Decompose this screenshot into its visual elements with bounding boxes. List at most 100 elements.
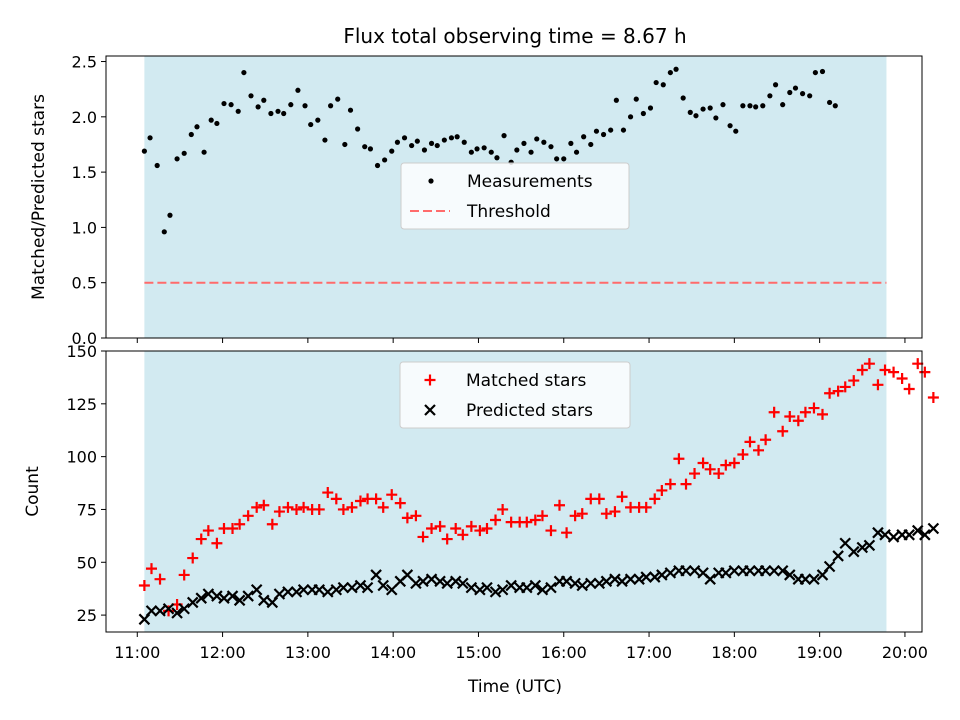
matched-star-point <box>490 514 502 526</box>
x-axis-label: Time (UTC) <box>467 677 562 697</box>
top-legend: Measurements Threshold <box>400 162 630 230</box>
predicted-star-point <box>273 588 286 600</box>
measurement-point <box>760 103 766 109</box>
bottom-y-tick-label: 150 <box>66 342 97 361</box>
predicted-star-point <box>361 581 374 594</box>
predicted-star-point <box>401 569 414 581</box>
matched-star-point <box>609 506 621 518</box>
predicted-star-point <box>584 577 597 590</box>
measurement-point <box>181 150 187 156</box>
matched-star-point <box>474 525 486 537</box>
measurement-point <box>221 100 227 107</box>
measurement-point <box>713 115 719 121</box>
matched-star-point <box>808 402 820 414</box>
measurement-point <box>342 141 348 148</box>
matched-star-point <box>426 522 438 534</box>
x-tick-label: 17:00 <box>626 643 672 662</box>
measurement-point <box>608 127 614 133</box>
matched-star-point <box>673 453 685 465</box>
matched-star-point <box>313 503 325 515</box>
top-y-tick-label: 1.5 <box>72 163 97 182</box>
predicted-star-point <box>290 586 303 598</box>
measurement-point <box>421 147 428 153</box>
x-tick-label: 14:00 <box>370 643 416 662</box>
predicted-star-point <box>346 581 358 594</box>
matched-star-point <box>799 406 811 418</box>
matched-star-point <box>394 497 406 509</box>
predicted-star-point <box>186 596 199 609</box>
matched-star-point <box>832 385 844 397</box>
measurement-point <box>733 128 739 134</box>
matched-star-point <box>234 518 246 530</box>
matched-star-point <box>346 501 358 513</box>
measurement-point <box>620 127 627 133</box>
matched-star-point <box>919 366 931 378</box>
predicted-star-point <box>823 560 836 573</box>
measurement-point <box>613 97 619 103</box>
matched-star-point <box>839 381 851 393</box>
legend-marker-predicted <box>424 404 436 416</box>
measurement-point <box>308 121 314 128</box>
predicted-star-point <box>839 537 852 550</box>
matched-star-point <box>856 364 868 376</box>
x-tick-label: 13:00 <box>285 643 331 662</box>
measurement-point <box>428 140 435 146</box>
x-tick-label: 18:00 <box>711 643 757 662</box>
measurement-point <box>581 134 587 140</box>
predicted-star-point <box>496 583 509 596</box>
chart-title: Flux total observing time = 8.67 h <box>343 24 686 48</box>
matched-star-point <box>824 387 836 399</box>
matched-star-point <box>649 493 661 505</box>
measurement-point <box>228 102 234 108</box>
predicted-star-point <box>145 605 158 617</box>
predicted-star-point <box>688 564 701 577</box>
predicted-star-point <box>218 592 230 604</box>
measurement-point <box>374 162 381 169</box>
measurement-point <box>328 103 334 109</box>
matched-star-point <box>553 499 565 511</box>
measurement-point <box>188 131 194 138</box>
matched-star-point <box>145 563 157 575</box>
measurement-point <box>409 142 415 149</box>
matched-star-point <box>600 508 612 520</box>
x-tick-label: 19:00 <box>797 643 843 662</box>
predicted-star-point <box>465 581 478 594</box>
measurement-point <box>832 103 838 109</box>
matched-star-point <box>680 478 692 490</box>
predicted-star-point <box>576 579 589 592</box>
predicted-star-point <box>417 575 429 588</box>
predicted-star-point <box>195 592 208 604</box>
measurement-point <box>315 117 321 123</box>
predicted-star-point <box>211 590 223 602</box>
predicted-star-point <box>330 583 343 596</box>
predicted-star-point <box>250 583 263 596</box>
measurement-point <box>593 128 600 134</box>
measurement-point <box>488 149 494 155</box>
measurement-point <box>780 102 786 108</box>
measurement-point <box>680 95 686 101</box>
bottom-y-tick-label: 125 <box>66 395 97 414</box>
predicted-star-point <box>640 571 652 583</box>
matched-star-point <box>640 501 652 513</box>
matched-star-point <box>178 569 190 581</box>
matched-star-point <box>322 487 334 499</box>
measurement-point <box>367 146 374 152</box>
top-axes-frame <box>105 55 923 339</box>
matched-star-point <box>768 406 780 418</box>
predicted-star-point <box>536 583 549 596</box>
measurement-point <box>382 157 388 163</box>
matched-star-point <box>569 510 581 522</box>
measurement-point <box>647 105 654 111</box>
measurement-point <box>727 123 733 129</box>
matched-star-point <box>290 503 302 515</box>
measurement-point <box>355 126 361 132</box>
matched-star-point <box>354 495 366 507</box>
measurement-point <box>208 117 214 123</box>
matched-star-point <box>744 436 756 448</box>
predicted-star-point <box>832 550 844 562</box>
measurement-point <box>268 110 274 117</box>
measurement-point <box>807 93 813 99</box>
matched-star-point <box>697 457 709 469</box>
x-tick-label: 12:00 <box>200 643 246 662</box>
measurement-point <box>394 139 401 145</box>
